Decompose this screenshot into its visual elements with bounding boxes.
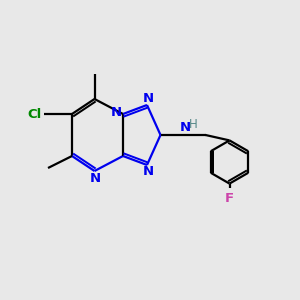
Text: N: N (111, 106, 122, 119)
Text: F: F (225, 192, 234, 205)
Text: N: N (180, 121, 191, 134)
Text: N: N (143, 92, 154, 105)
Text: Cl: Cl (28, 107, 42, 121)
Text: N: N (143, 165, 154, 178)
Text: N: N (89, 172, 101, 185)
Text: H: H (189, 118, 198, 131)
